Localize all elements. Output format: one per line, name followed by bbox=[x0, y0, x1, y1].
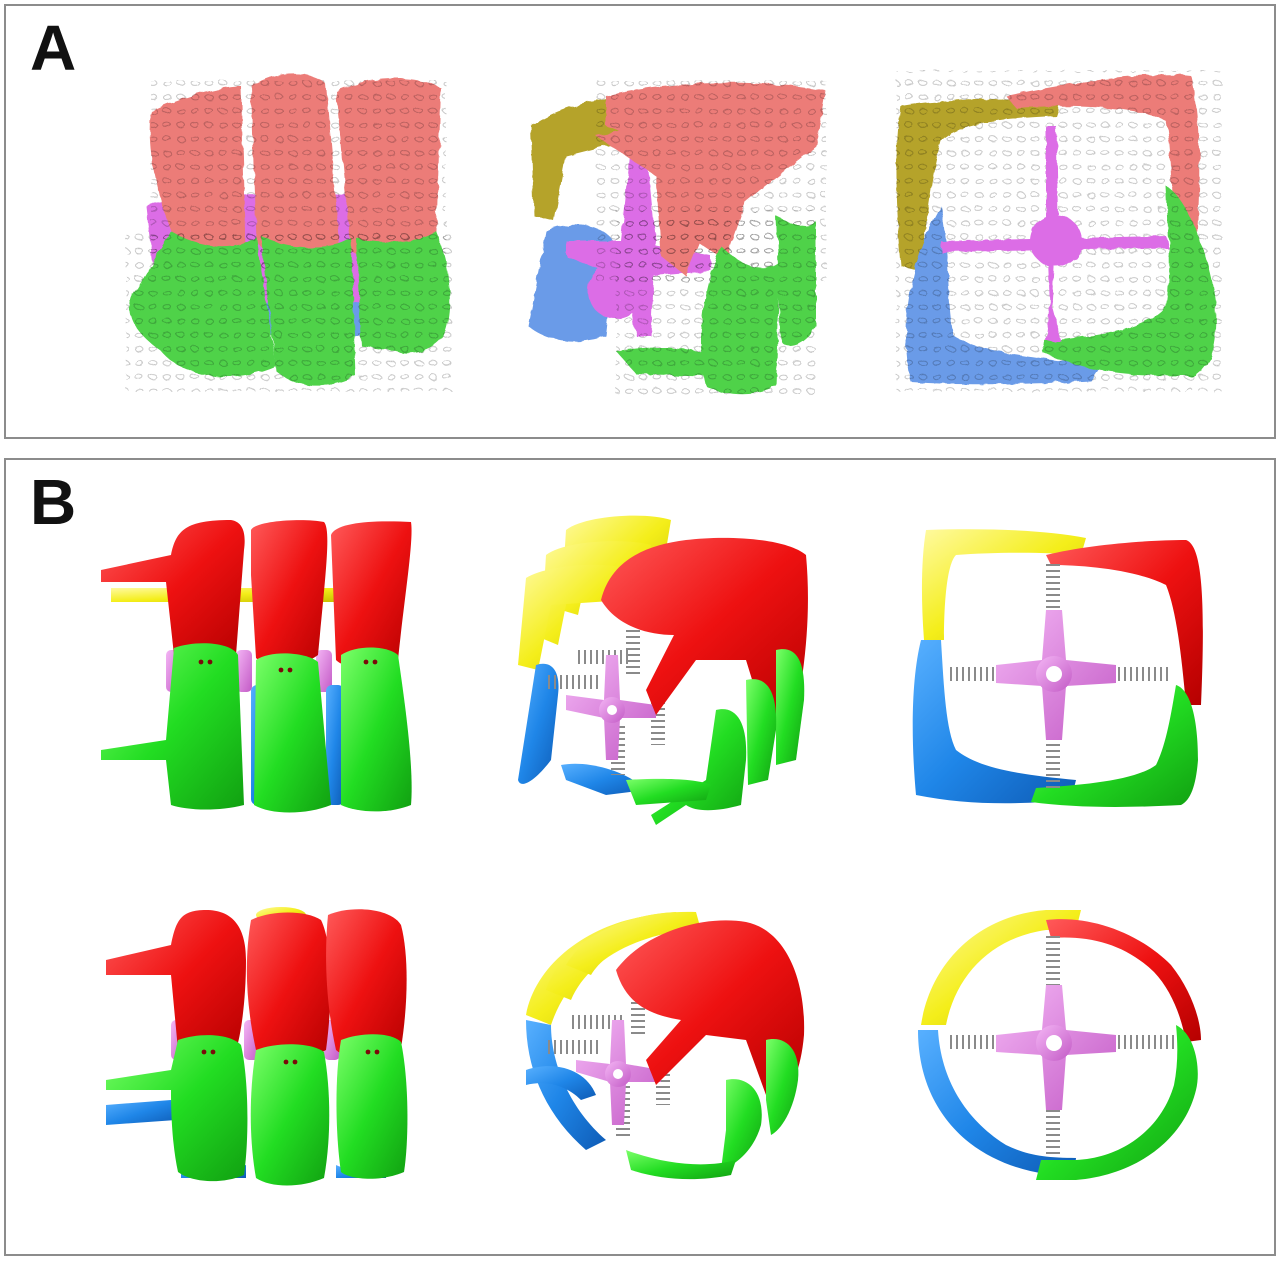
b-cube-oblique-pink-hub bbox=[566, 655, 656, 760]
b-cube-end-yellow-segment bbox=[921, 529, 1086, 640]
b-cylinder-oblique-yellow-segments bbox=[526, 911, 701, 1025]
b-cylinder-end-red-segment bbox=[1046, 919, 1201, 1042]
b-cube-oblique-blue-segments bbox=[518, 663, 646, 795]
panel-label-b: B bbox=[30, 466, 77, 538]
b-cylinder-oblique-red-segments bbox=[616, 920, 805, 1100]
b-cube-oblique-red-segments bbox=[601, 537, 808, 725]
b-cylinder-oblique-view bbox=[526, 911, 805, 1180]
b-cylinder-side-green-segments bbox=[106, 1034, 408, 1186]
b-cylinder-end-view bbox=[918, 910, 1201, 1180]
panel-b-figure bbox=[101, 515, 1203, 1186]
a-oblique-green-segments bbox=[616, 211, 816, 401]
a-oblique-view bbox=[528, 81, 826, 401]
b-cube-side-view bbox=[101, 520, 412, 813]
b-cylinder-oblique-blue-segments bbox=[526, 1020, 606, 1150]
b-cylinder-side-pins bbox=[201, 1049, 380, 1065]
b-cylinder-oblique-pink-hub bbox=[576, 1020, 661, 1125]
b-cube-end-blue-segment bbox=[912, 640, 1076, 804]
a-side-view bbox=[126, 73, 456, 391]
b-cylinder-oblique-green-segments bbox=[626, 1039, 799, 1180]
b-cube-end-red-segment bbox=[1046, 540, 1203, 705]
panel-a: A bbox=[4, 4, 1276, 439]
panel-a-figure bbox=[126, 71, 1221, 401]
a-end-view bbox=[896, 71, 1221, 391]
b-cube-side-red-segments bbox=[101, 520, 412, 669]
b-cylinder-end-green-segment bbox=[1036, 1025, 1198, 1180]
a-side-green-segments bbox=[126, 226, 456, 391]
a-end-purple-hub bbox=[941, 126, 1168, 341]
b-cylinder-side-red-segments bbox=[106, 909, 407, 1059]
b-cylinder-side-view bbox=[106, 907, 408, 1186]
b-cube-end-green-segment bbox=[1031, 685, 1198, 807]
b-cube-oblique-view bbox=[518, 515, 808, 825]
b-cube-oblique-green-segments bbox=[626, 649, 805, 825]
b-cube-side-green-segments bbox=[101, 643, 412, 813]
b-cube-end-view bbox=[912, 529, 1203, 807]
b-cube-end-pink-hub bbox=[996, 610, 1116, 740]
panel-label-a: A bbox=[30, 12, 77, 84]
b-cylinder-end-pink-hub bbox=[996, 985, 1116, 1110]
b-cube-side-pins bbox=[198, 659, 378, 673]
panel-b: B bbox=[4, 458, 1276, 1256]
